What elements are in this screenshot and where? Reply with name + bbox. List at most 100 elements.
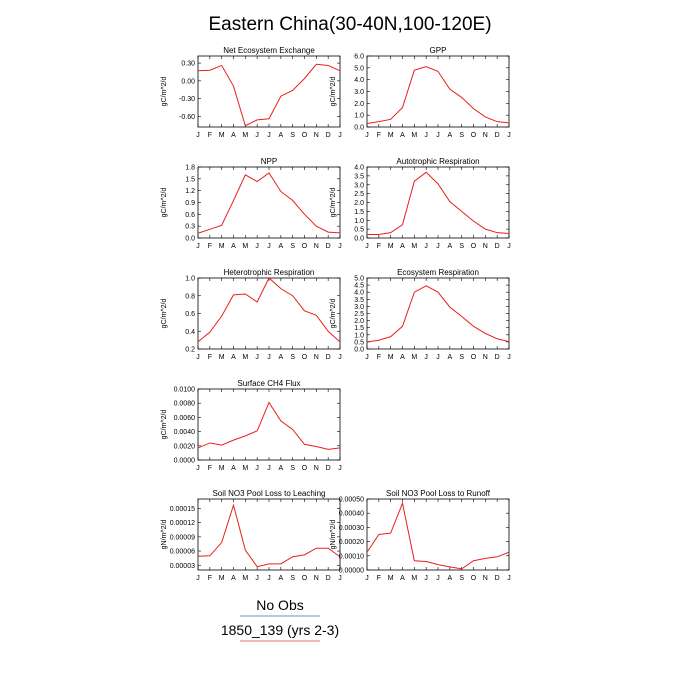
y-tick-label: 1.5	[185, 176, 195, 183]
x-tick-label: O	[302, 575, 308, 582]
x-tick-label: A	[278, 575, 283, 582]
y-tick-label: 4.0	[354, 165, 364, 172]
x-tick-label: J	[196, 575, 200, 582]
x-tick-label: M	[388, 132, 394, 139]
x-tick-label: M	[242, 132, 248, 139]
series-line	[366, 285, 510, 343]
x-tick-label: J	[507, 354, 511, 361]
y-tick-label: 0.0	[354, 125, 364, 132]
x-tick-label: A	[278, 243, 283, 250]
y-tick-label: 0.6	[185, 311, 195, 318]
plot-frame	[197, 388, 341, 461]
x-tick-label: J	[507, 243, 511, 250]
x-tick-label: A	[231, 354, 236, 361]
panel-title: Heterotrophic Respiration	[224, 268, 315, 277]
y-tick-label: 0.00050	[339, 497, 364, 504]
panel-title: Net Ecosystem Exchange	[223, 46, 315, 55]
panel-8: Soil NO3 Pool Loss to Leaching gN/m^2/d J F…	[161, 489, 342, 582]
x-tick-label: S	[459, 132, 464, 139]
y-tick-label: 3.0	[354, 89, 364, 96]
x-tick-label: F	[208, 354, 212, 361]
plot-frame	[366, 277, 510, 350]
y-tick-label: 1.5	[354, 209, 364, 216]
y-tick-label: 3.0	[354, 182, 364, 189]
x-tick-label: J	[255, 354, 259, 361]
x-tick-label: J	[267, 243, 271, 250]
panel-title: NPP	[261, 157, 277, 166]
x-tick-label: J	[196, 132, 200, 139]
x-tick-label: S	[290, 575, 295, 582]
x-tick-label: A	[447, 575, 452, 582]
x-tick-label: N	[314, 243, 319, 250]
x-tick-label: J	[196, 243, 200, 250]
y-tick-label: 1.0	[354, 113, 364, 120]
x-tick-label: N	[314, 132, 319, 139]
y-tick-label: 4.0	[354, 290, 364, 297]
y-tick-label: 4.0	[354, 77, 364, 84]
x-tick-label: S	[290, 354, 295, 361]
x-tick-label: D	[495, 354, 500, 361]
x-tick-label: M	[388, 575, 394, 582]
x-tick-label: N	[483, 243, 488, 250]
x-tick-label: F	[377, 354, 381, 361]
x-tick-label: J	[267, 575, 271, 582]
y-tick-label: 0.8	[185, 293, 195, 300]
x-tick-label: J	[255, 243, 259, 250]
x-tick-label: F	[377, 132, 381, 139]
x-tick-label: M	[242, 465, 248, 472]
series-line	[367, 171, 510, 235]
x-tick-label: N	[483, 132, 488, 139]
y-axis-label: gC/m^2/d	[330, 188, 337, 218]
y-tick-label: 0.9	[185, 200, 195, 207]
x-tick-label: F	[208, 465, 212, 472]
y-tick-label: 0.0080	[174, 401, 196, 408]
plot-frame	[366, 498, 510, 571]
x-tick-label: D	[326, 354, 331, 361]
x-tick-label: A	[278, 465, 283, 472]
y-tick-label: 0.00009	[170, 534, 195, 541]
x-tick-label: S	[459, 243, 464, 250]
y-axis-label: gC/m^2/d	[330, 77, 337, 107]
y-axis-label: gN/m^2/d	[161, 520, 168, 550]
y-tick-label: 2.0	[354, 101, 364, 108]
x-tick-label: J	[196, 465, 200, 472]
y-tick-label: 2.0	[354, 318, 364, 325]
x-tick-label: D	[326, 465, 331, 472]
y-tick-label: 0.5	[354, 227, 364, 234]
y-tick-label: 6.0	[354, 54, 364, 61]
y-axis-label: gC/m^2/d	[161, 77, 168, 107]
x-tick-label: J	[507, 575, 511, 582]
x-tick-label: J	[424, 575, 428, 582]
x-tick-label: D	[326, 132, 331, 139]
x-tick-label: J	[338, 575, 342, 582]
x-tick-label: J	[424, 132, 428, 139]
x-tick-label: S	[290, 465, 295, 472]
y-tick-label: 1.2	[185, 188, 195, 195]
x-tick-label: A	[400, 132, 405, 139]
x-tick-label: M	[388, 243, 394, 250]
y-tick-label: 3.5	[354, 297, 364, 304]
y-tick-label: 0.2	[185, 347, 195, 354]
series-line	[366, 66, 510, 124]
x-tick-label: J	[436, 354, 440, 361]
plot-frame	[197, 498, 341, 571]
x-tick-label: A	[447, 132, 452, 139]
x-tick-label: M	[411, 354, 417, 361]
x-tick-label: S	[459, 354, 464, 361]
x-tick-label: A	[400, 243, 405, 250]
x-tick-label: M	[242, 243, 248, 250]
y-axis-label: gC/m^2/d	[330, 299, 337, 329]
x-tick-label: S	[290, 243, 295, 250]
x-tick-label: J	[424, 243, 428, 250]
y-tick-label: 1.5	[354, 325, 364, 332]
y-axis-label: gC/m^2/d	[161, 410, 168, 440]
y-tick-label: 5.0	[354, 276, 364, 283]
series-line	[197, 277, 341, 343]
y-tick-label: 0.00040	[339, 511, 364, 518]
y-tick-label: 0.5	[354, 339, 364, 346]
y-tick-label: -0.30	[179, 96, 195, 103]
x-tick-label: O	[302, 132, 308, 139]
x-tick-label: J	[365, 575, 369, 582]
plot-frame	[366, 55, 510, 128]
